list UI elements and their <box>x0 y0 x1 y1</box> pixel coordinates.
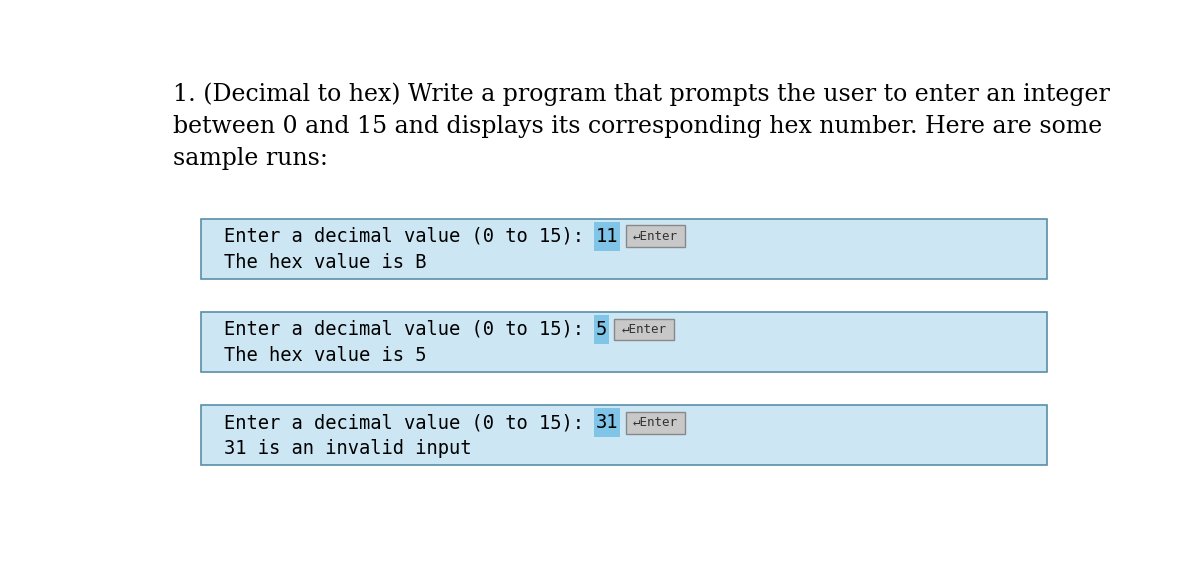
Text: 5: 5 <box>595 320 607 339</box>
Text: ↵Enter: ↵Enter <box>634 416 678 429</box>
Text: Enter a decimal value (0 to 15):: Enter a decimal value (0 to 15): <box>224 413 595 432</box>
FancyBboxPatch shape <box>202 219 1048 279</box>
Text: Enter a decimal value (0 to 15):: Enter a decimal value (0 to 15): <box>224 320 595 339</box>
Text: The hex value is 5: The hex value is 5 <box>224 346 427 365</box>
Text: 11: 11 <box>595 227 618 246</box>
FancyBboxPatch shape <box>202 405 1048 465</box>
Text: ↵Enter: ↵Enter <box>622 323 667 336</box>
Text: Enter a decimal value (0 to 15):: Enter a decimal value (0 to 15): <box>224 227 595 246</box>
FancyBboxPatch shape <box>594 222 620 251</box>
FancyBboxPatch shape <box>614 319 674 340</box>
FancyBboxPatch shape <box>594 314 608 344</box>
FancyBboxPatch shape <box>625 225 685 247</box>
FancyBboxPatch shape <box>594 408 620 437</box>
Text: 31 is an invalid input: 31 is an invalid input <box>224 439 472 458</box>
FancyBboxPatch shape <box>625 412 685 434</box>
Text: The hex value is B: The hex value is B <box>224 252 427 271</box>
Text: 31: 31 <box>595 413 618 432</box>
FancyBboxPatch shape <box>202 312 1048 372</box>
Text: 1. (Decimal to hex) Write a program that prompts the user to enter an integer
be: 1. (Decimal to hex) Write a program that… <box>173 82 1110 170</box>
Text: ↵Enter: ↵Enter <box>634 230 678 243</box>
